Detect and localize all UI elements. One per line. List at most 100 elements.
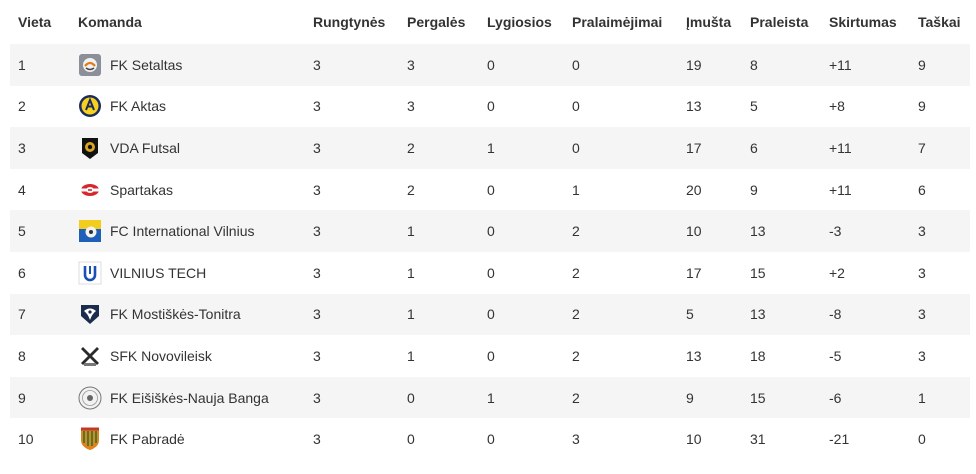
cell-vieta: 5	[10, 210, 70, 252]
header-pergales[interactable]: Pergalės	[407, 14, 466, 30]
cell-imusta: 10	[678, 210, 742, 252]
team-cell: SFK Novovileisk	[78, 344, 305, 368]
cell-skirtumas: -3	[821, 210, 910, 252]
cell-skirtumas: -6	[821, 376, 910, 419]
team-cell: FK Aktas	[78, 94, 305, 118]
cell-komanda: FK Aktas	[70, 85, 305, 128]
team-cell: FK Pabradė	[78, 427, 305, 451]
cell-praleista: 15	[742, 376, 821, 419]
spartakas-logo-icon	[78, 178, 102, 202]
cell-pralaimejimai: 3	[564, 418, 678, 460]
header-komanda[interactable]: Komanda	[78, 14, 142, 30]
team-name[interactable]: FK Pabradė	[110, 431, 185, 448]
cell-pergales: 2	[399, 168, 479, 211]
cell-taskai: 1	[910, 376, 970, 419]
cell-taskai: 6	[910, 168, 970, 211]
cell-pralaimejimai: 2	[564, 376, 678, 419]
cell-komanda: FK Mostiškės-Tonitra	[70, 293, 305, 336]
vilnius-tech-logo-icon	[78, 261, 102, 285]
cell-imusta: 13	[678, 85, 742, 128]
cell-lygiosios: 0	[479, 335, 564, 377]
cell-pergales: 1	[399, 210, 479, 252]
cell-skirtumas: -5	[821, 335, 910, 377]
cell-praleista: 8	[742, 44, 821, 86]
cell-rungtynes: 3	[305, 293, 399, 336]
cell-vieta: 4	[10, 168, 70, 211]
cell-praleista: 13	[742, 293, 821, 336]
table-row: 5 FC International Vilnius 3 1 0 2 10 13 -3 3	[10, 210, 970, 252]
cell-skirtumas: +11	[821, 44, 910, 86]
cell-pralaimejimai: 0	[564, 127, 678, 169]
header-pralaimejimai[interactable]: Pralaimėjimai	[572, 14, 663, 30]
cell-praleista: 6	[742, 127, 821, 169]
team-name[interactable]: FK Aktas	[110, 98, 167, 115]
cell-praleista: 31	[742, 418, 821, 460]
cell-pergales: 3	[399, 85, 479, 128]
cell-pralaimejimai: 1	[564, 168, 678, 211]
team-cell: VDA Futsal	[78, 136, 305, 160]
header-vieta[interactable]: Vieta	[18, 14, 52, 30]
cell-lygiosios: 1	[479, 376, 564, 419]
header-rungtynes[interactable]: Rungtynės	[313, 14, 386, 30]
cell-vieta: 9	[10, 376, 70, 419]
cell-pergales: 1	[399, 335, 479, 377]
cell-pergales: 1	[399, 293, 479, 336]
cell-vieta: 10	[10, 418, 70, 460]
aktas-logo-icon	[78, 94, 102, 118]
cell-rungtynes: 3	[305, 85, 399, 128]
cell-pergales: 3	[399, 44, 479, 86]
cell-imusta: 5	[678, 293, 742, 336]
team-cell: FC International Vilnius	[78, 219, 305, 243]
standings-table-container: Vieta Komanda Rungtynės Pergalės Lygiosi…	[10, 0, 970, 460]
cell-rungtynes: 3	[305, 251, 399, 294]
cell-taskai: 7	[910, 127, 970, 169]
team-name[interactable]: VDA Futsal	[110, 139, 181, 156]
cell-imusta: 20	[678, 168, 742, 211]
vda-futsal-logo-icon	[78, 136, 102, 160]
cell-pralaimejimai: 2	[564, 210, 678, 252]
cell-lygiosios: 0	[479, 85, 564, 128]
cell-taskai: 0	[910, 418, 970, 460]
cell-praleista: 13	[742, 210, 821, 252]
header-lygiosios[interactable]: Lygiosios	[487, 14, 552, 30]
team-name[interactable]: FK Eišiškės-Nauja Banga	[110, 389, 269, 406]
cell-skirtumas: -8	[821, 293, 910, 336]
cell-skirtumas: -21	[821, 418, 910, 460]
cell-pralaimejimai: 2	[564, 251, 678, 294]
team-name[interactable]: SFK Novovileisk	[110, 347, 212, 364]
header-taskai[interactable]: Taškai	[918, 14, 961, 30]
header-praleista[interactable]: Praleista	[750, 14, 809, 30]
cell-praleista: 9	[742, 168, 821, 211]
team-name[interactable]: VILNIUS TECH	[110, 264, 207, 281]
cell-pergales: 1	[399, 251, 479, 294]
cell-komanda: FK Pabradė	[70, 418, 305, 460]
cell-vieta: 7	[10, 293, 70, 336]
cell-komanda: VDA Futsal	[70, 127, 305, 169]
cell-imusta: 17	[678, 251, 742, 294]
cell-komanda: FC International Vilnius	[70, 210, 305, 252]
header-skirtumas[interactable]: Skirtumas	[829, 14, 897, 30]
cell-komanda: Spartakas	[70, 168, 305, 211]
cell-taskai: 3	[910, 251, 970, 294]
cell-praleista: 5	[742, 85, 821, 128]
cell-rungtynes: 3	[305, 168, 399, 211]
cell-lygiosios: 0	[479, 210, 564, 252]
header-imusta[interactable]: Įmušta	[686, 14, 732, 30]
team-name[interactable]: Spartakas	[110, 181, 174, 198]
fc-international-vilnius-logo-icon	[78, 219, 102, 243]
cell-komanda: SFK Novovileisk	[70, 335, 305, 377]
team-name[interactable]: FC International Vilnius	[110, 223, 255, 240]
team-name[interactable]: FK Setaltas	[110, 56, 183, 73]
team-cell: FK Mostiškės-Tonitra	[78, 302, 305, 326]
cell-taskai: 9	[910, 44, 970, 86]
cell-vieta: 6	[10, 251, 70, 294]
cell-pralaimejimai: 0	[564, 44, 678, 86]
cell-pralaimejimai: 2	[564, 293, 678, 336]
cell-vieta: 1	[10, 44, 70, 86]
team-name[interactable]: FK Mostiškės-Tonitra	[110, 306, 241, 323]
cell-imusta: 9	[678, 376, 742, 419]
cell-komanda: FK Eišiškės-Nauja Banga	[70, 376, 305, 419]
table-row: 3 VDA Futsal 3 2 1 0 17 6 +11 7	[10, 127, 970, 169]
cell-taskai: 9	[910, 85, 970, 128]
cell-lygiosios: 1	[479, 127, 564, 169]
